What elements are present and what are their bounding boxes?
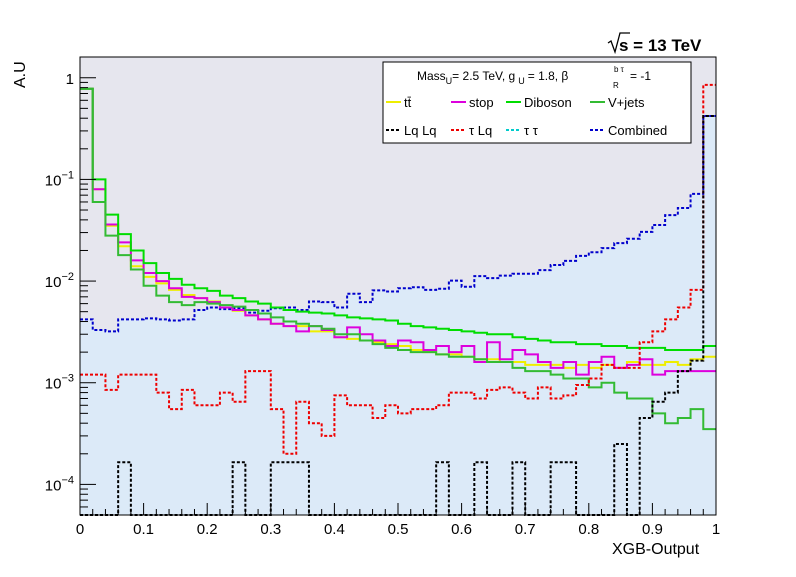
legend-label: V+jets xyxy=(608,95,645,110)
x-tick-label: 0.6 xyxy=(451,521,472,538)
series-line--lq xyxy=(80,83,716,455)
x-tick-label: 0.2 xyxy=(197,521,218,538)
legend-header-beta-val: = -1 xyxy=(630,69,651,83)
y-tick-label: 10−2 xyxy=(45,271,74,291)
energy-label: s = 13 TeV xyxy=(607,32,702,55)
series-line-combined xyxy=(80,115,716,333)
legend-label: τ τ xyxy=(524,123,539,138)
legend-label: tt̄ xyxy=(404,95,412,110)
x-tick-label: 0 xyxy=(76,521,84,538)
energy-label-text: s = 13 TeV xyxy=(619,36,702,55)
x-tick-label: 0.8 xyxy=(578,521,599,538)
legend-label: τ Lq xyxy=(469,123,492,138)
legend-label: stop xyxy=(469,95,494,110)
combined-fill-area xyxy=(80,116,716,515)
x-axis-title: XGB-Output xyxy=(612,541,700,558)
x-tick-label: 0.1 xyxy=(133,521,154,538)
legend-header: MassU= 2.5 TeV, g U = 1.8, β xyxy=(417,69,568,86)
legend-box xyxy=(382,61,692,144)
series-line-diboson xyxy=(80,87,716,351)
y-axis-title: A.U xyxy=(12,61,29,88)
y-tick-label: 1 xyxy=(66,71,74,88)
y-tick-label: 10−3 xyxy=(45,373,74,393)
y-tick-label: 10−1 xyxy=(45,169,74,189)
legend-header-beta-sub: R xyxy=(613,81,619,90)
x-tick-label: 0.7 xyxy=(515,521,536,538)
legend-header-beta-sup: b τ xyxy=(614,65,625,74)
x-tick-label: 0.3 xyxy=(260,521,281,538)
x-tick-label: 1 xyxy=(712,521,720,538)
legend-label: Diboson xyxy=(524,95,572,110)
y-tick-label: 10−4 xyxy=(45,474,74,494)
legend-label: Lq Lq xyxy=(404,123,437,138)
legend-label: Combined xyxy=(608,123,667,138)
x-tick-label: 0.9 xyxy=(642,521,663,538)
sqrt-symbol xyxy=(607,32,630,55)
series-line-v-jets xyxy=(80,87,716,431)
x-tick-label: 0.5 xyxy=(388,521,409,538)
x-tick-label: 0.4 xyxy=(324,521,345,538)
legend: MassU= 2.5 TeV, g U = 1.8, β b τ R = -1 tt… xyxy=(382,61,692,144)
